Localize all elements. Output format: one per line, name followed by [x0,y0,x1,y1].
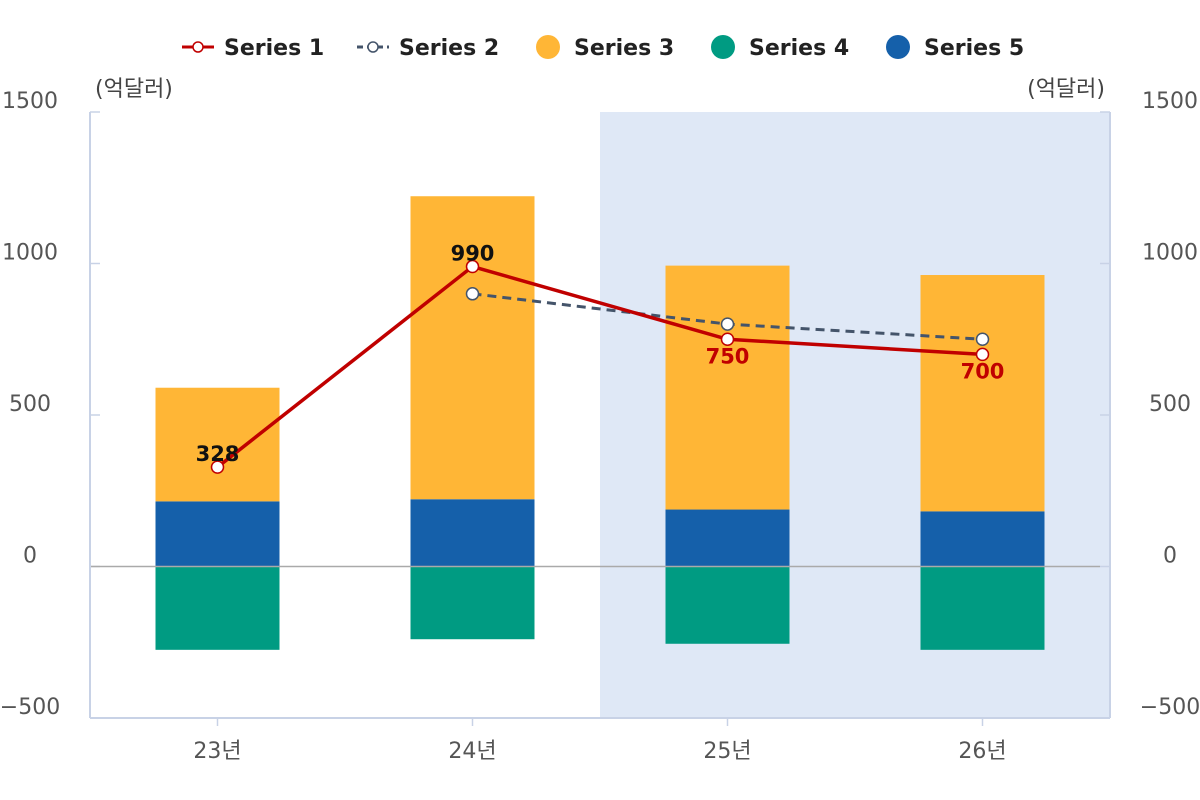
data-label-series-1: 750 [706,344,750,368]
legend-marker-point-series-2 [367,41,379,53]
y-tick-label-left: −500 [0,695,60,720]
point-series-1 [465,259,480,274]
y-tick-label-left: 1000 [2,241,58,266]
series-points [210,259,990,474]
y-tick-label-right: −500 [1140,695,1200,720]
line-series-1 [216,264,983,469]
bar-series-3-3 [665,265,790,510]
bars [155,196,1045,650]
bar-series-3-4 [920,275,1045,512]
y-tick-label-left: 0 [23,544,37,569]
legend-marker-series-3 [536,35,560,59]
bar-series-3-1 [155,387,280,502]
axes [89,112,1111,726]
y-tick-label-left: 1500 [2,89,58,114]
bar-series-4-2 [410,566,535,640]
bar-series-3-2 [410,196,535,500]
bar-series-5-3 [665,509,790,567]
bar-series-4-3 [665,566,790,644]
tick-labels: −500 0 500 1000 1500 −500 0 500 1000 1500 23년 24년 25… [0,89,1200,764]
point-series-1 [720,332,735,346]
y-tick-label-left: 500 [9,392,51,417]
point-series-1 [210,460,225,474]
y-axis-unit-right: (억달러) [1027,77,1105,102]
point-series-1 [975,347,990,362]
legend-marker-series-5 [886,35,910,59]
y-axis-unit-left: (억달러) [95,77,173,102]
x-tick-label: 26년 [958,739,1006,764]
legend-label-series-1: Series 1 [224,36,324,61]
y-tick-label-right: 0 [1163,544,1177,569]
data-label-series-1: 328 [196,442,240,466]
x-tick-label: 23년 [193,739,241,764]
bar-series-5-2 [410,499,535,567]
point-series-2 [975,332,990,346]
y-tick-label-right: 500 [1149,392,1191,417]
y-tick-label-right: 1000 [1142,241,1198,266]
legend-label-series-2: Series 2 [399,36,499,61]
legend-label-series-4: Series 4 [749,36,849,61]
x-tick-label: 25년 [703,739,751,764]
legend-label-series-3: Series 3 [574,36,674,61]
legend-marker-point-series-1 [192,41,204,53]
point-series-2 [720,317,735,331]
legend-marker-series-4 [711,35,735,59]
legend-label-series-5: Series 5 [924,36,1024,61]
bar-series-4-4 [920,566,1045,650]
bar-series-4-1 [155,566,280,650]
data-label-series-1: 700 [961,359,1005,383]
y-tick-label-right: 1500 [1142,89,1198,114]
point-series-2 [465,287,480,301]
data-label-series-1: 990 [451,242,495,266]
legend: Series 1 Series 2 Series 3 Series 4 Series 5 [182,35,1024,61]
bar-series-5-1 [155,501,280,567]
x-tick-label: 24년 [448,739,496,764]
data-labels: 328 990 750 700 [196,242,1005,467]
bar-series-5-4 [920,511,1045,567]
